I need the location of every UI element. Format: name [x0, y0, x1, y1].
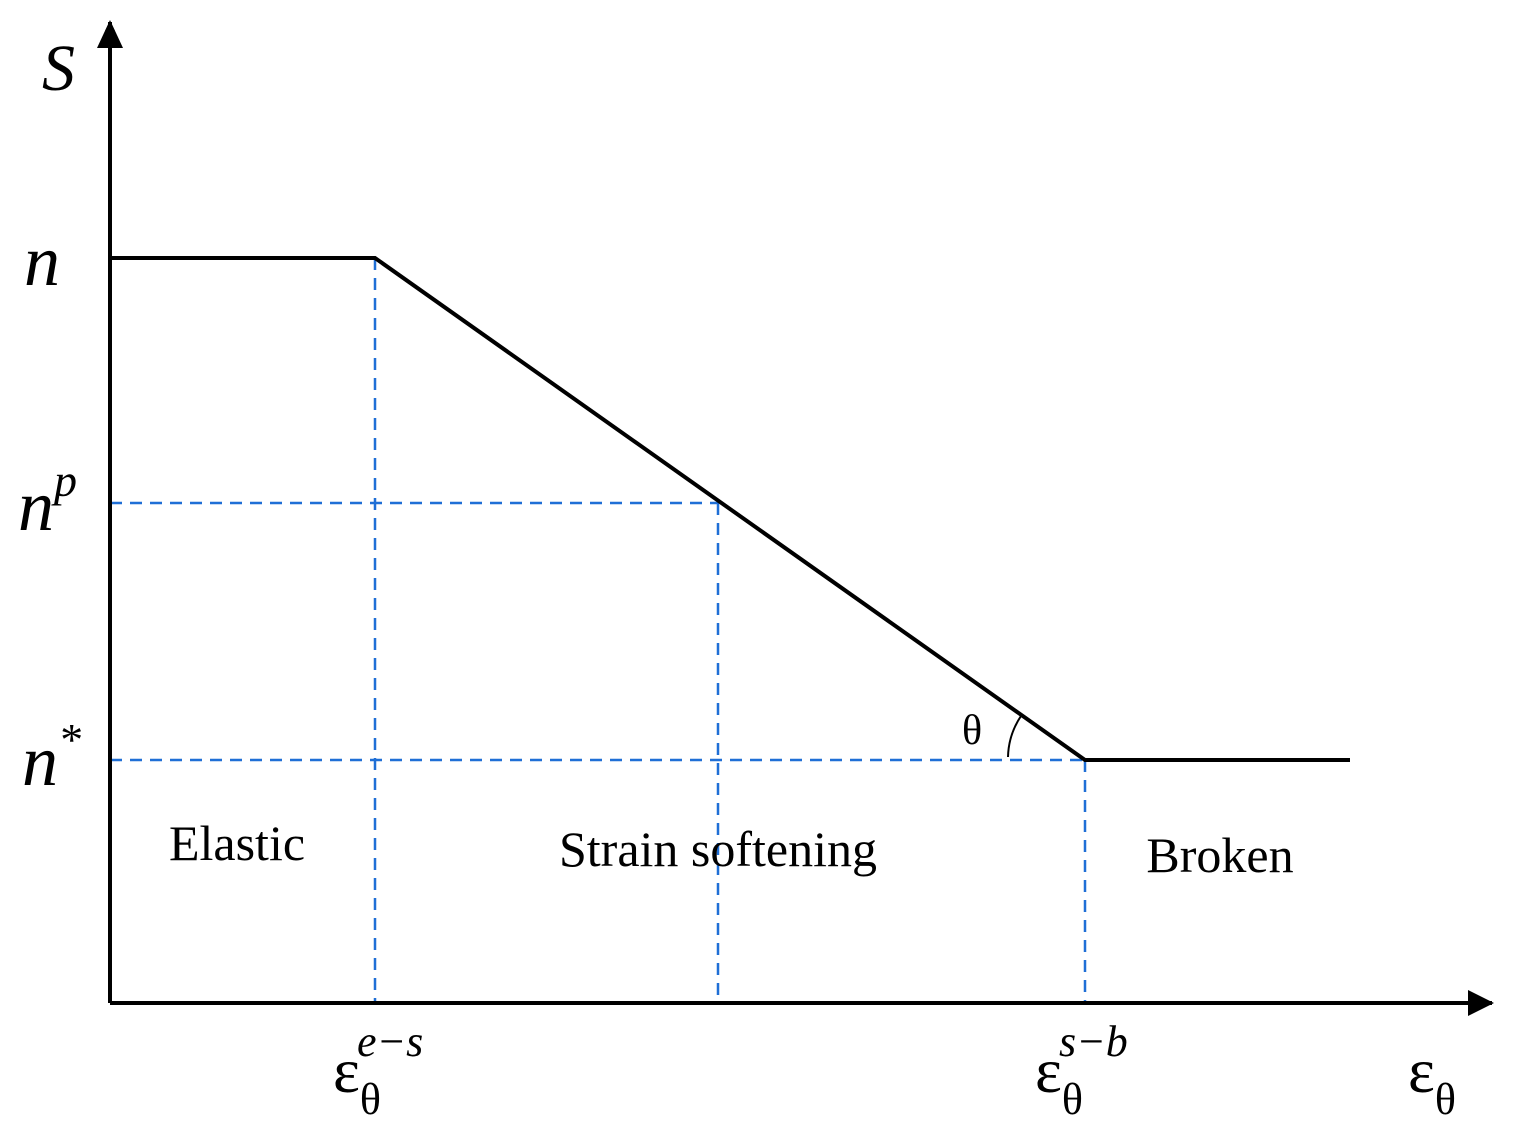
region-label: Elastic — [169, 815, 305, 871]
strain-label: εθe−s — [333, 1017, 423, 1124]
angle-label: θ — [962, 708, 982, 754]
region-label: Broken — [1146, 827, 1293, 883]
level-label: n — [24, 221, 60, 301]
level-label: np — [18, 455, 77, 546]
curve — [110, 256, 1350, 762]
guides — [110, 258, 1087, 1003]
x-label: εθ — [1408, 1035, 1456, 1124]
level-label: n* — [22, 714, 81, 801]
angle-arc — [1007, 715, 1022, 758]
y-arrow — [97, 20, 123, 48]
strain-label: εθs−b — [1035, 1017, 1128, 1124]
region-label: Strain softening — [559, 821, 877, 877]
x-arrow — [1468, 990, 1494, 1016]
y-label: S — [42, 32, 75, 105]
